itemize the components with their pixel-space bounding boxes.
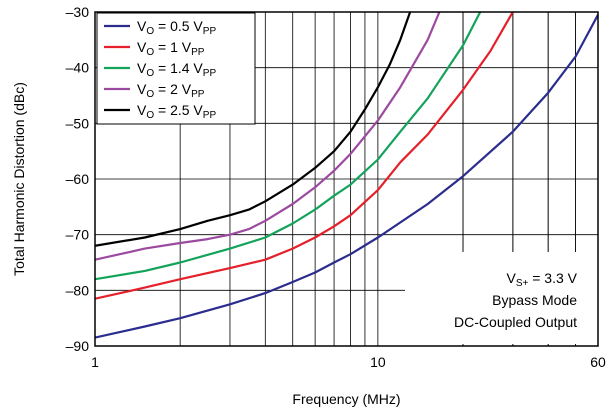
series-line-1 <box>95 12 514 300</box>
x-axis-label: Frequency (MHz) <box>292 391 400 407</box>
y-tick-label: –40 <box>66 60 90 76</box>
series-line-2 <box>95 12 482 281</box>
y-tick-label: –80 <box>66 282 90 298</box>
series-layer <box>95 12 598 339</box>
annotation-line-0: VS+ = 3.3 V <box>506 270 577 289</box>
annotation-box: VS+ = 3.3 V Bypass Mode DC-Coupled Output <box>405 252 599 344</box>
legend: VO = 0.5 VPP VO = 1 VPP VO = 1.4 VPP VO = 2… <box>96 12 256 125</box>
y-axis-label: Total Harmonic Distortion (dBc) <box>11 82 27 276</box>
legend-label-3: VO = 2 VPP <box>137 81 205 100</box>
annotation-line-2: DC-Coupled Output <box>454 314 577 330</box>
x-tick-label: 60 <box>590 354 606 370</box>
plot-frame <box>94 11 599 347</box>
y-tick-label: –30 <box>66 4 90 20</box>
y-tick-label: –50 <box>66 115 90 131</box>
y-tick-label: –70 <box>66 227 90 243</box>
x-tick-label: 10 <box>370 354 386 370</box>
series-line-0 <box>95 14 598 339</box>
legend-label-0: VO = 0.5 VPP <box>137 18 216 37</box>
y-tick-label: –90 <box>66 338 90 354</box>
series-line-4 <box>95 12 412 247</box>
legend-label-1: VO = 1 VPP <box>137 39 205 58</box>
annotation-background <box>405 252 599 344</box>
y-tick-label: –60 <box>66 171 90 187</box>
plot-border <box>94 11 599 347</box>
series-line-3 <box>95 12 441 261</box>
x-tick-label: 1 <box>91 354 99 370</box>
legend-label-4: VO = 2.5 VPP <box>137 102 216 121</box>
tick-labels: 1 10 60 –90 –80 –70 –60 –50 –40 –30 <box>66 4 606 370</box>
legend-label-2: VO = 1.4 VPP <box>137 60 216 79</box>
annotation-line-1: Bypass Mode <box>492 292 577 308</box>
